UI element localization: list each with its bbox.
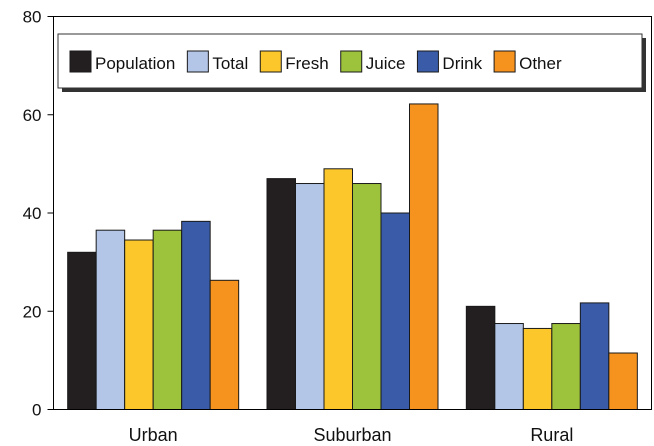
y-tick-label: 20	[23, 302, 42, 321]
legend-label-total: Total	[212, 54, 248, 73]
bar-population-rural	[465, 305, 496, 410]
y-tick-label: 40	[23, 204, 42, 223]
bar-other-rural	[608, 352, 638, 411]
legend-swatch-drink	[416, 50, 439, 73]
legend-label-fresh: Fresh	[285, 54, 328, 73]
legend-swatch-fresh	[259, 50, 282, 73]
x-category-label: Suburban	[313, 425, 391, 445]
bar-juice-suburban	[352, 183, 382, 410]
bar-drink-rural	[579, 302, 610, 410]
legend-label-drink: Drink	[442, 54, 482, 73]
legend-label-juice: Juice	[366, 54, 406, 73]
plot-frame	[53, 16, 652, 410]
y-tick-label: 0	[32, 401, 41, 420]
x-category-label: Rural	[530, 425, 573, 445]
legend-items: Population Total Fresh Juice Drink Other	[69, 50, 562, 73]
legend: Population Total Fresh Juice Drink Other	[57, 33, 646, 92]
bar-other-urban	[209, 279, 240, 410]
bar-juice-urban	[152, 229, 183, 410]
bar-population-suburban	[266, 178, 296, 410]
bar-juice-rural	[551, 323, 581, 410]
bars	[67, 103, 638, 411]
bar-drink-suburban	[380, 212, 410, 410]
bar-fresh-rural	[522, 327, 553, 411]
x-category-label: Urban	[129, 425, 178, 445]
bar-other-suburban	[409, 103, 439, 410]
bar-population-urban	[67, 251, 97, 410]
y-tick-label: 60	[23, 106, 42, 125]
bar-fresh-urban	[124, 239, 154, 410]
y-tick-label: 80	[23, 8, 42, 27]
bar-total-urban	[95, 229, 126, 410]
legend-label-population: Population	[95, 54, 175, 73]
y-axis-ticks	[47, 16, 54, 410]
legend-swatch-population	[69, 50, 92, 73]
legend-swatch-juice	[340, 50, 363, 73]
x-axis-category-labels: Urban Suburban Rural	[129, 425, 574, 445]
bar-total-rural	[494, 323, 524, 410]
legend-swatch-other	[493, 50, 516, 73]
y-axis-tick-labels: 0 20 40 60 80	[23, 8, 42, 420]
bar-fresh-suburban	[323, 168, 353, 410]
legend-label-other: Other	[519, 54, 562, 73]
bar-drink-urban	[181, 220, 211, 410]
legend-swatch-total	[186, 50, 209, 73]
bar-total-suburban	[295, 183, 325, 410]
